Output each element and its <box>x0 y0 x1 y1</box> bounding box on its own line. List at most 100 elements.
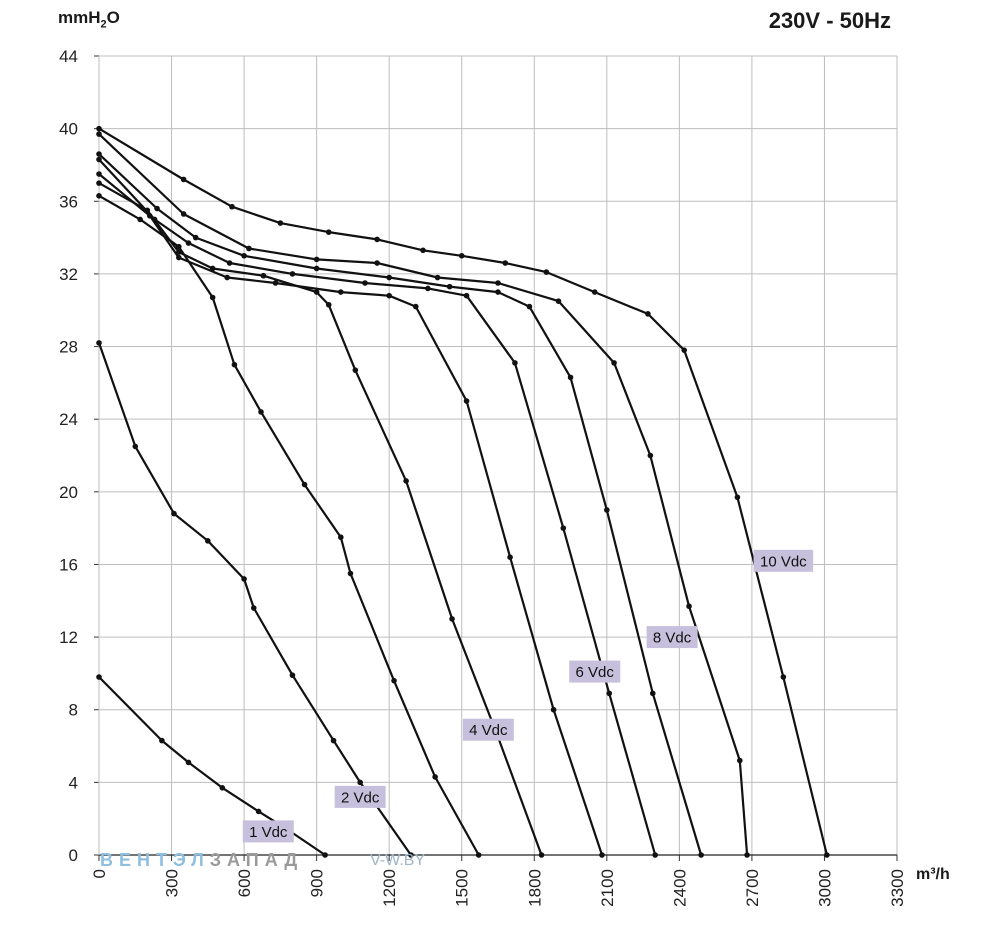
data-point <box>824 852 830 858</box>
data-point <box>96 180 102 186</box>
series-label-text: 10 Vdc <box>760 553 807 570</box>
data-point <box>137 216 143 223</box>
data-point <box>250 605 257 611</box>
series-label-bg <box>334 785 386 808</box>
y-tick-label: 28 <box>59 338 78 357</box>
data-point <box>176 254 182 261</box>
data-point <box>420 247 426 254</box>
data-point <box>780 674 787 680</box>
x-tick-label: 300 <box>163 869 182 897</box>
data-point <box>347 570 354 577</box>
data-point <box>159 737 165 744</box>
data-point <box>591 289 598 295</box>
series-9 <box>96 125 830 858</box>
series-label-bg <box>753 549 814 572</box>
data-point <box>176 243 182 250</box>
data-point <box>412 303 419 310</box>
data-point <box>475 852 482 858</box>
series-2 <box>96 340 414 858</box>
data-point <box>681 347 687 353</box>
data-point <box>313 265 320 272</box>
data-point <box>289 672 296 679</box>
data-point <box>260 272 267 279</box>
data-point <box>322 852 328 858</box>
axes: 0 4 8 12 16 20 24 28 32 36 40 44 0 300 600 900 1200 1500 1… <box>59 47 907 907</box>
series-line <box>97 158 657 857</box>
data-point <box>611 360 617 366</box>
data-point <box>96 125 102 132</box>
data-point <box>171 510 177 517</box>
y-tick-label: 4 <box>69 773 78 792</box>
data-point <box>226 260 233 266</box>
data-point <box>96 151 102 157</box>
data-point <box>96 193 102 199</box>
y-tick-label: 44 <box>59 47 78 66</box>
data-point <box>325 229 332 235</box>
data-point <box>289 271 296 277</box>
data-point <box>185 759 192 766</box>
data-point <box>330 737 337 744</box>
series-label-text: 2 Vdc <box>341 789 380 806</box>
data-point <box>151 216 158 223</box>
data-point <box>374 236 380 243</box>
series-label-text: 6 Vdc <box>576 664 615 681</box>
data-point <box>258 409 264 415</box>
data-point <box>132 443 139 450</box>
data-point <box>408 852 414 858</box>
data-point <box>154 205 160 212</box>
watermark-site: V-W.BY <box>370 852 426 869</box>
series-line <box>97 172 604 857</box>
data-point <box>277 220 284 226</box>
data-point <box>224 274 230 281</box>
data-point <box>434 274 441 281</box>
data-point <box>374 260 380 266</box>
data-point <box>458 252 465 259</box>
data-point <box>338 289 344 295</box>
series-label-text: 8 Vdc <box>653 630 692 647</box>
y-tick-label: 8 <box>69 701 78 720</box>
data-point <box>647 452 654 459</box>
x-tick-label: 1500 <box>453 869 472 907</box>
data-point <box>550 706 557 713</box>
data-point <box>180 211 187 217</box>
data-point <box>325 301 332 308</box>
y-tick-label: 36 <box>59 192 78 211</box>
data-point <box>686 603 692 610</box>
data-point <box>209 294 216 301</box>
data-point <box>301 481 308 488</box>
data-point <box>272 280 279 286</box>
y-tick-label: 24 <box>59 410 78 429</box>
data-point <box>604 507 610 513</box>
data-point <box>599 852 605 858</box>
data-point <box>734 494 741 501</box>
data-point <box>219 785 226 791</box>
data-point <box>432 774 438 780</box>
series-label: 8 Vdc <box>646 626 698 649</box>
data-point <box>567 374 574 381</box>
grid <box>98 55 898 856</box>
series-label: 4 Vdc <box>462 718 514 741</box>
y-tick-label: 40 <box>59 120 78 139</box>
data-point <box>698 852 704 858</box>
data-point <box>231 361 238 368</box>
data-point <box>463 292 470 299</box>
y-tick-label: 20 <box>59 483 78 502</box>
data-point <box>449 616 455 622</box>
series-5 <box>96 171 605 858</box>
data-point <box>507 554 513 560</box>
data-point <box>560 525 567 531</box>
x-tick-label: 0 <box>90 869 109 878</box>
y-tick-label: 32 <box>59 265 78 284</box>
x-tick-label: 1200 <box>380 869 399 907</box>
x-axis-unit: m³/h <box>916 866 950 883</box>
data-point <box>446 283 453 290</box>
x-tick-label: 2100 <box>598 869 617 907</box>
data-point <box>386 292 392 299</box>
data-point <box>645 311 651 317</box>
data-point <box>495 289 501 295</box>
data-point <box>96 340 102 346</box>
data-point <box>744 852 750 858</box>
data-point <box>362 280 368 286</box>
series-label: 1 Vdc <box>242 820 294 843</box>
